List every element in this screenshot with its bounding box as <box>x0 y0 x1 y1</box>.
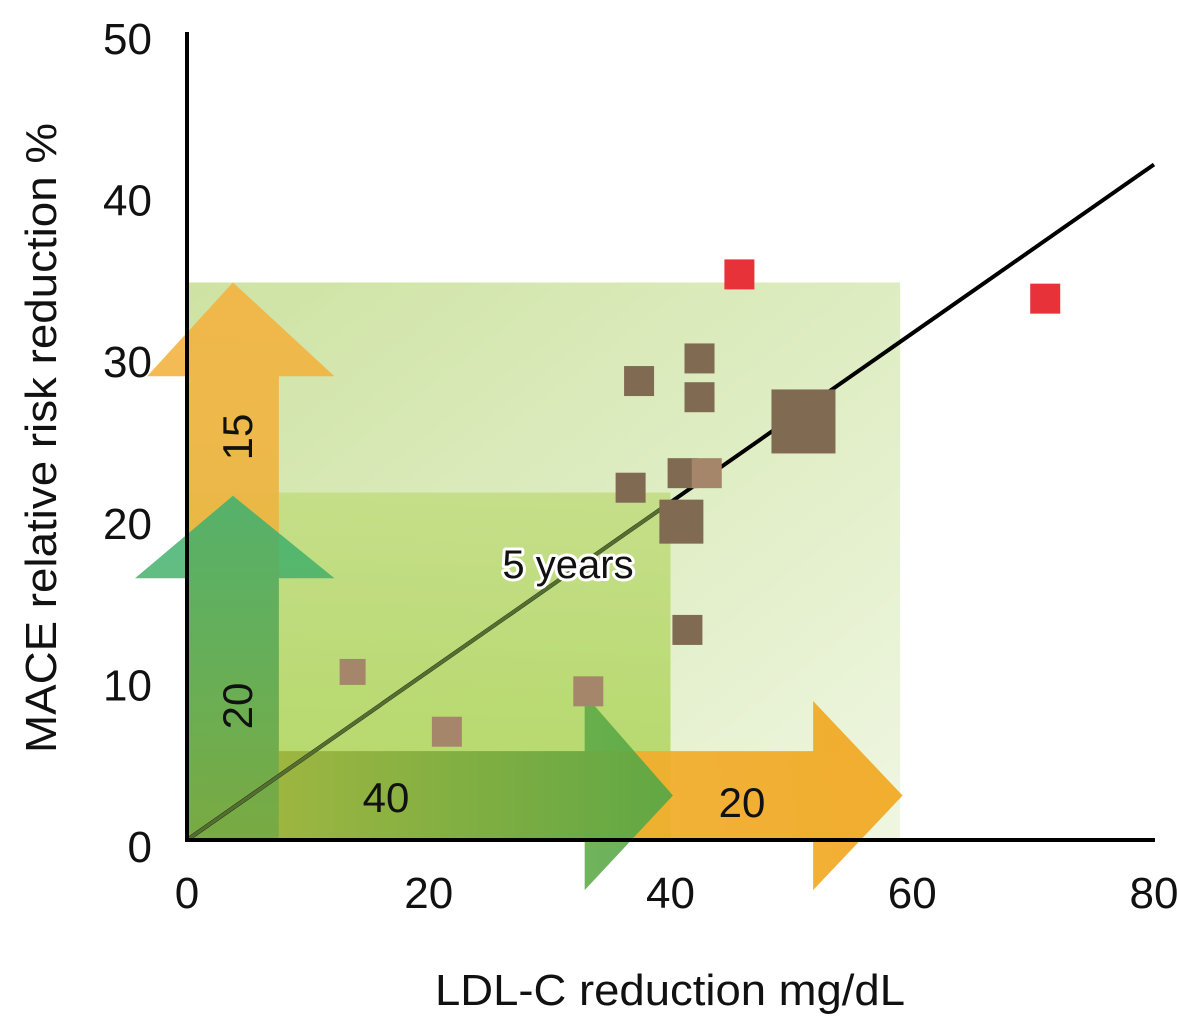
green-horizontal-arrow <box>187 694 673 891</box>
green-vertical-arrow <box>135 495 335 840</box>
x-tick-label: 80 <box>1130 869 1177 918</box>
data-point-highlight <box>1030 283 1061 314</box>
x-tick-label: 40 <box>646 869 695 918</box>
x-tick-label: 0 <box>175 869 199 918</box>
regression-line-tinted <box>185 500 672 842</box>
x-tick-label: 20 <box>404 869 453 918</box>
y-tick-label: 20 <box>103 500 152 549</box>
data-point-light <box>691 458 722 489</box>
data-point-dark <box>771 389 836 454</box>
green-horizontal-arrow-label: 40 <box>363 774 410 821</box>
data-point-dark <box>615 472 646 503</box>
y-tick-label: 10 <box>103 661 152 710</box>
data-point-dark <box>684 343 715 374</box>
orange-vertical-arrow-label: 15 <box>214 414 261 461</box>
y-axis-label: MACE relative risk reduction % <box>17 123 66 753</box>
data-point-highlight <box>724 259 755 290</box>
y-tick-label: 0 <box>128 823 152 872</box>
x-tick-label: 60 <box>888 869 937 918</box>
data-point-light <box>431 716 462 747</box>
y-tick-label: 30 <box>103 338 152 387</box>
green-vertical-arrow-label: 20 <box>214 683 261 730</box>
data-point-dark <box>672 614 703 645</box>
y-tick-label: 50 <box>103 15 152 64</box>
data-point-dark <box>624 366 655 397</box>
five-years-annotation: 5 years <box>502 543 633 587</box>
x-axis-label: LDL-C reduction mg/dL <box>435 966 905 1015</box>
orange-horizontal-arrow-label: 20 <box>719 779 766 826</box>
data-point-dark <box>684 382 715 413</box>
data-point-light <box>573 676 604 707</box>
data-point-light <box>339 658 366 685</box>
data-point-dark <box>659 499 704 544</box>
y-tick-label: 40 <box>103 177 152 226</box>
